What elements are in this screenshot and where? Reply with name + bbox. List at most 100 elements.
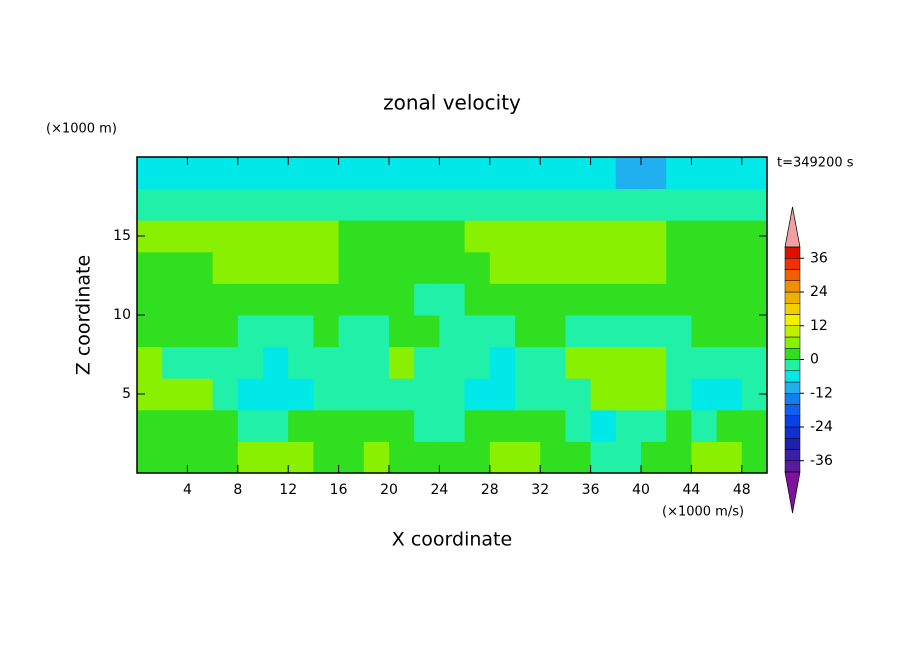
contour-cell — [162, 220, 188, 253]
contour-cell — [212, 378, 239, 411]
contour-cell — [414, 441, 440, 474]
contour-cell — [212, 409, 239, 442]
contour-cell — [489, 409, 516, 442]
contour-cell — [313, 346, 340, 379]
contour-cell — [389, 441, 415, 474]
colorbar-segment — [784, 415, 801, 428]
contour-cell — [464, 283, 491, 316]
contour-cell — [615, 283, 642, 316]
contour-cell — [540, 315, 566, 348]
contour-cell — [590, 409, 617, 442]
contour-cell — [313, 315, 340, 348]
contour-cell — [515, 188, 541, 221]
colorbar-tick-label: 0 — [810, 352, 819, 368]
contour-cell — [464, 409, 491, 442]
contour-cell — [464, 188, 491, 221]
colorbar-segment — [784, 348, 801, 360]
contour-cell — [363, 409, 390, 442]
contour-cell — [137, 315, 163, 348]
colorbar-segment — [784, 291, 801, 304]
contour-cell — [187, 409, 214, 442]
contour-cell — [666, 315, 692, 348]
colorbar-segment — [784, 359, 801, 371]
contour-cell — [565, 220, 592, 253]
contour-cell — [666, 346, 692, 379]
contour-cell — [288, 188, 314, 221]
contour-cell — [464, 157, 491, 190]
x-tick-label: 24 — [430, 482, 448, 498]
contour-cell — [691, 378, 718, 411]
x-tick-label: 44 — [682, 482, 700, 498]
colorbar-over — [784, 206, 801, 248]
contour-cell — [716, 251, 743, 284]
contour-cell — [363, 157, 390, 190]
contour-cell — [313, 188, 340, 221]
contour-cell — [741, 346, 768, 379]
colorbar-segment — [784, 393, 801, 405]
contour-cell — [389, 378, 415, 411]
contour-cell — [414, 409, 440, 442]
contour-cell — [338, 251, 365, 284]
contour-cell — [263, 378, 289, 411]
contour-cell — [691, 346, 718, 379]
contour-cell — [288, 409, 314, 442]
contour-cell — [137, 441, 163, 474]
contour-cell — [389, 283, 415, 316]
contour-cell — [590, 251, 617, 284]
contour-cell — [515, 157, 541, 190]
contour-cell — [590, 188, 617, 221]
contour-cell — [439, 378, 466, 411]
contour-cell — [590, 378, 617, 411]
contour-cell — [162, 157, 188, 190]
contour-cell — [288, 441, 314, 474]
colorbar-segment — [784, 280, 801, 293]
contour-cell — [187, 441, 214, 474]
y-tick-label: 10 — [113, 307, 131, 323]
contour-cell — [641, 283, 667, 316]
contour-cell — [263, 220, 289, 253]
contour-cell — [590, 315, 617, 348]
contour-cell — [540, 441, 566, 474]
contour-cell — [716, 441, 743, 474]
contour-cell — [338, 157, 365, 190]
contour-cell — [212, 283, 239, 316]
contour-cell — [590, 346, 617, 379]
colorbar-segment — [784, 404, 801, 416]
y-tick-label: 5 — [122, 386, 131, 402]
colorbar-tick-label: 36 — [810, 250, 828, 266]
contour-cell — [313, 251, 340, 284]
contour-cell — [691, 188, 718, 221]
contour-cell — [313, 409, 340, 442]
contour-cell — [489, 188, 516, 221]
contour-cell — [237, 157, 264, 190]
contour-cell — [439, 251, 466, 284]
contour-cell — [741, 283, 768, 316]
contour-cell — [137, 409, 163, 442]
contour-cell — [615, 315, 642, 348]
contour-cell — [187, 157, 214, 190]
contour-cell — [414, 378, 440, 411]
contour-cell — [414, 346, 440, 379]
contour-cell — [263, 441, 289, 474]
contour-cell — [489, 283, 516, 316]
contour-cell — [338, 220, 365, 253]
contour-cell — [263, 251, 289, 284]
contour-cell — [691, 251, 718, 284]
contour-cell — [489, 251, 516, 284]
colorbar-tick-label: 24 — [810, 284, 828, 300]
contour-cell — [716, 188, 743, 221]
contour-cell — [464, 378, 491, 411]
contour-cell — [212, 220, 239, 253]
contour-cell — [313, 378, 340, 411]
contour-cell — [414, 157, 440, 190]
contour-cell — [641, 378, 667, 411]
contour-cell — [338, 188, 365, 221]
contour-cell — [515, 220, 541, 253]
contour-cell — [237, 188, 264, 221]
contour-cell — [338, 346, 365, 379]
colorbar-tick-label: 12 — [810, 318, 828, 334]
contour-cell — [615, 378, 642, 411]
contour-cell — [363, 315, 390, 348]
contour-cell — [716, 346, 743, 379]
contour-cell — [489, 315, 516, 348]
